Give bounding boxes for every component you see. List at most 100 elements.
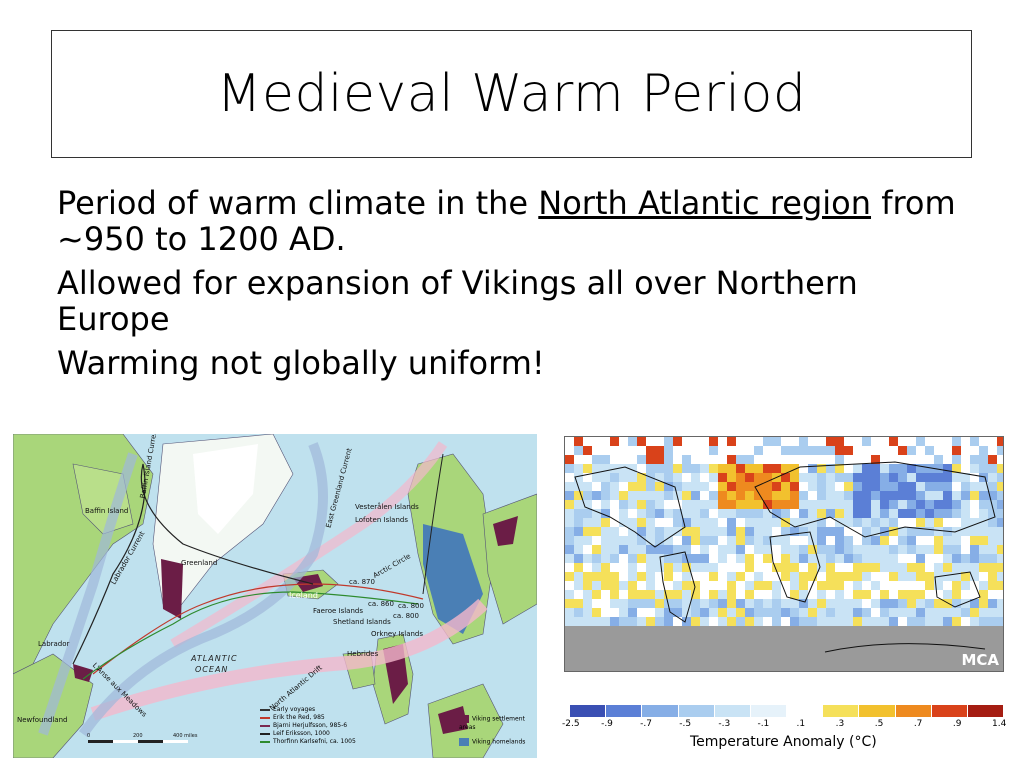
anomaly-cell <box>763 617 772 626</box>
anomaly-cell <box>610 563 619 572</box>
anomaly-cell <box>808 446 817 455</box>
anomaly-cell <box>907 482 916 491</box>
anomaly-cell <box>610 554 619 563</box>
anomaly-cell <box>700 635 709 644</box>
legend-erik: Erik the Red, 985 <box>260 714 356 722</box>
anomaly-cell <box>655 509 664 518</box>
anomaly-cell <box>871 437 880 446</box>
anomaly-cell <box>799 608 808 617</box>
anomaly-cell <box>709 491 718 500</box>
anomaly-cell <box>871 563 880 572</box>
anomaly-cell <box>907 455 916 464</box>
anomaly-cell <box>979 527 988 536</box>
anomaly-cell <box>754 563 763 572</box>
anomaly-cell <box>997 509 1003 518</box>
anomaly-cell <box>637 653 646 662</box>
anomaly-cell <box>799 653 808 662</box>
anomaly-cell <box>673 563 682 572</box>
anomaly-cell <box>754 626 763 635</box>
anomaly-cell <box>682 662 691 671</box>
anomaly-cell <box>961 581 970 590</box>
anomaly-cell <box>907 590 916 599</box>
anomaly-cell <box>772 572 781 581</box>
anomaly-cell <box>763 491 772 500</box>
anomaly-cell <box>682 572 691 581</box>
anomaly-cell <box>763 608 772 617</box>
anomaly-cell <box>826 635 835 644</box>
anomaly-cell <box>682 437 691 446</box>
anomaly-cell <box>610 509 619 518</box>
anomaly-cell <box>718 644 727 653</box>
anomaly-cell <box>601 455 610 464</box>
anomaly-cell <box>781 491 790 500</box>
anomaly-cell <box>889 518 898 527</box>
anomaly-cell <box>907 644 916 653</box>
anomaly-cell <box>565 635 574 644</box>
anomaly-cell <box>799 500 808 509</box>
anomaly-cell <box>988 491 997 500</box>
anomaly-cell <box>781 455 790 464</box>
anomaly-cell <box>907 581 916 590</box>
anomaly-cell <box>709 554 718 563</box>
anomaly-cell <box>754 518 763 527</box>
anomaly-cell <box>871 635 880 644</box>
anomaly-cell <box>781 437 790 446</box>
anomaly-cell <box>583 662 592 671</box>
anomaly-cell <box>871 581 880 590</box>
anomaly-cell <box>961 464 970 473</box>
anomaly-cell <box>952 446 961 455</box>
anomaly-cell <box>835 608 844 617</box>
anomaly-cell <box>970 473 979 482</box>
anomaly-cell <box>646 491 655 500</box>
anomaly-cell <box>619 500 628 509</box>
anomaly-cell <box>844 662 853 671</box>
anomaly-cell <box>970 518 979 527</box>
anomaly-cell <box>844 473 853 482</box>
anomaly-cell <box>853 491 862 500</box>
anomaly-cell <box>880 617 889 626</box>
anomaly-cell <box>574 554 583 563</box>
anomaly-cell <box>763 581 772 590</box>
north-atlantic-link[interactable]: North Atlantic region <box>538 184 872 222</box>
anomaly-cell <box>601 617 610 626</box>
anomaly-cell <box>808 635 817 644</box>
anomaly-cell <box>637 644 646 653</box>
anomaly-cell <box>709 518 718 527</box>
anomaly-cell <box>637 572 646 581</box>
anomaly-cell <box>799 554 808 563</box>
viking-legend: Viking settlement areas Viking homelands <box>459 715 537 746</box>
anomaly-cell <box>943 437 952 446</box>
anomaly-cell <box>754 635 763 644</box>
anomaly-cell <box>655 653 664 662</box>
anomaly-cell <box>943 626 952 635</box>
anomaly-cell <box>583 572 592 581</box>
colorbar <box>570 705 1005 717</box>
anomaly-cell <box>925 473 934 482</box>
anomaly-cell <box>727 545 736 554</box>
anomaly-cell <box>709 473 718 482</box>
anomaly-cell <box>682 644 691 653</box>
anomaly-cell <box>961 518 970 527</box>
anomaly-cell <box>997 491 1003 500</box>
anomaly-cell <box>925 590 934 599</box>
anomaly-cell <box>772 464 781 473</box>
anomaly-cell <box>691 662 700 671</box>
anomaly-cell <box>763 635 772 644</box>
anomaly-cell <box>574 455 583 464</box>
anomaly-cell <box>583 563 592 572</box>
anomaly-cell <box>646 653 655 662</box>
anomaly-cell <box>574 518 583 527</box>
anomaly-cell <box>574 653 583 662</box>
anomaly-cell <box>844 437 853 446</box>
anomaly-cell <box>862 626 871 635</box>
anomaly-cell <box>646 644 655 653</box>
anomaly-cell <box>691 608 700 617</box>
anomaly-cell <box>646 617 655 626</box>
anomaly-cell <box>574 599 583 608</box>
anomaly-cell <box>727 473 736 482</box>
anomaly-cell <box>781 653 790 662</box>
anomaly-cell <box>592 545 601 554</box>
anomaly-cell <box>862 482 871 491</box>
anomaly-cell <box>907 653 916 662</box>
colorbar-tick: -.1 <box>757 719 770 729</box>
